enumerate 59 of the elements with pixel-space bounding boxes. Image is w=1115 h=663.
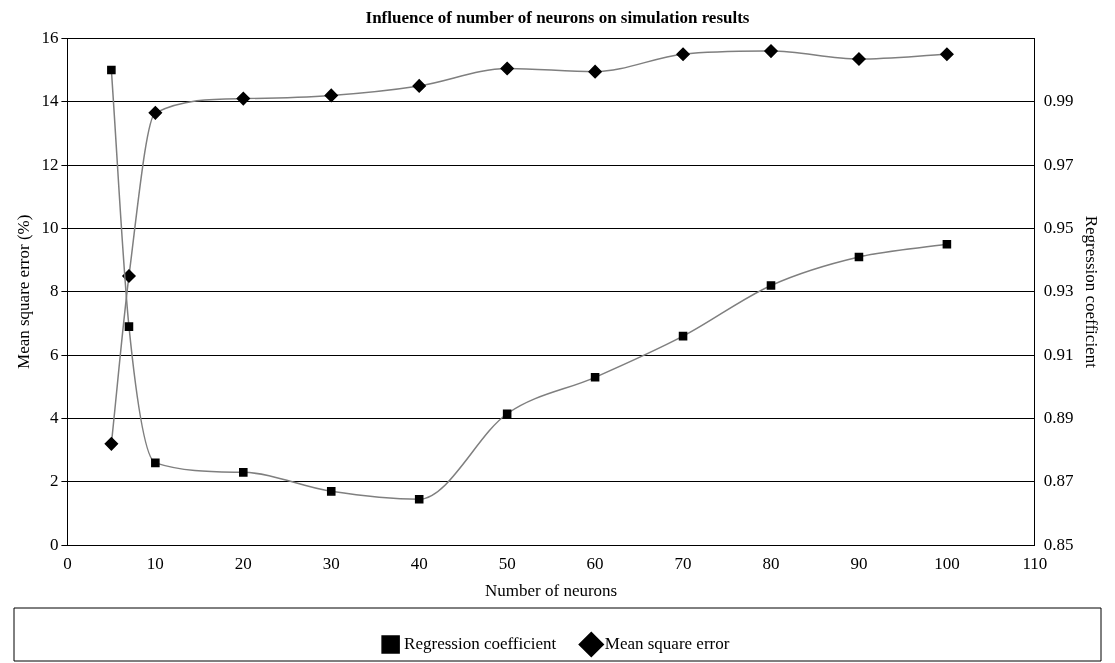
legend-label: Mean square error <box>604 633 730 653</box>
y-tick-label: 8 <box>49 281 59 301</box>
point <box>124 322 134 331</box>
y2-tick-label: 0.93 <box>1043 281 1074 301</box>
y-tick-label: 14 <box>41 91 59 111</box>
point <box>326 487 336 496</box>
x-tick-label: 110 <box>1022 553 1048 573</box>
x-axis-title: Number of neurons <box>485 581 618 601</box>
point <box>148 106 163 120</box>
point <box>122 269 136 283</box>
y2-axis-title: Regression coefficient <box>1082 215 1102 369</box>
x-tick-label: 50 <box>498 553 516 573</box>
point <box>151 458 160 468</box>
y2-tick-label: 0.97 <box>1043 154 1075 174</box>
chart-title: Influence of number of neurons on simulation results <box>365 7 750 27</box>
y-tick-label: 4 <box>49 407 59 427</box>
point <box>588 64 602 79</box>
y-tick-label: 10 <box>41 217 59 237</box>
point <box>324 88 338 103</box>
point <box>590 373 600 382</box>
point <box>500 61 514 76</box>
point <box>852 52 866 66</box>
point <box>766 281 776 290</box>
x-tick-label: 80 <box>762 553 780 573</box>
x-tick-label: 60 <box>586 553 604 573</box>
point <box>412 79 426 93</box>
point <box>678 331 688 341</box>
x-tick-label: 40 <box>410 553 428 573</box>
x-tick-label: 0 <box>63 553 72 573</box>
y-tick-label: 2 <box>49 471 59 491</box>
point <box>502 409 512 419</box>
point <box>940 47 954 61</box>
y2-tick-label: 0.87 <box>1043 471 1075 491</box>
y2-tick-label: 0.99 <box>1043 91 1074 111</box>
x-tick-label: 30 <box>322 553 340 573</box>
point <box>942 240 952 249</box>
y-tick-label: 0 <box>49 534 59 554</box>
legend-label: Regression coefficient <box>404 633 557 653</box>
y2-tick-label: 0.89 <box>1043 407 1074 427</box>
y2-tick-label: 0.91 <box>1043 344 1074 364</box>
point <box>414 494 424 504</box>
y2-tick-label: 0.95 <box>1043 217 1074 237</box>
point <box>676 47 690 61</box>
point <box>236 91 251 106</box>
point <box>854 252 864 262</box>
point <box>107 65 116 75</box>
x-tick-label: 10 <box>146 553 164 573</box>
x-tick-label: 20 <box>234 553 252 573</box>
point <box>239 468 248 477</box>
y2-tick-label: 0.85 <box>1043 534 1074 554</box>
y-tick-label: 16 <box>41 27 59 47</box>
x-tick-label: 70 <box>674 553 692 573</box>
y-tick-label: 12 <box>41 154 59 174</box>
x-tick-label: 100 <box>934 553 960 573</box>
point <box>104 437 119 451</box>
y-axis-title: Mean square error (%) <box>13 214 33 369</box>
x-tick-label: 90 <box>850 553 868 573</box>
y-tick-label: 6 <box>49 344 59 364</box>
point <box>764 44 778 58</box>
